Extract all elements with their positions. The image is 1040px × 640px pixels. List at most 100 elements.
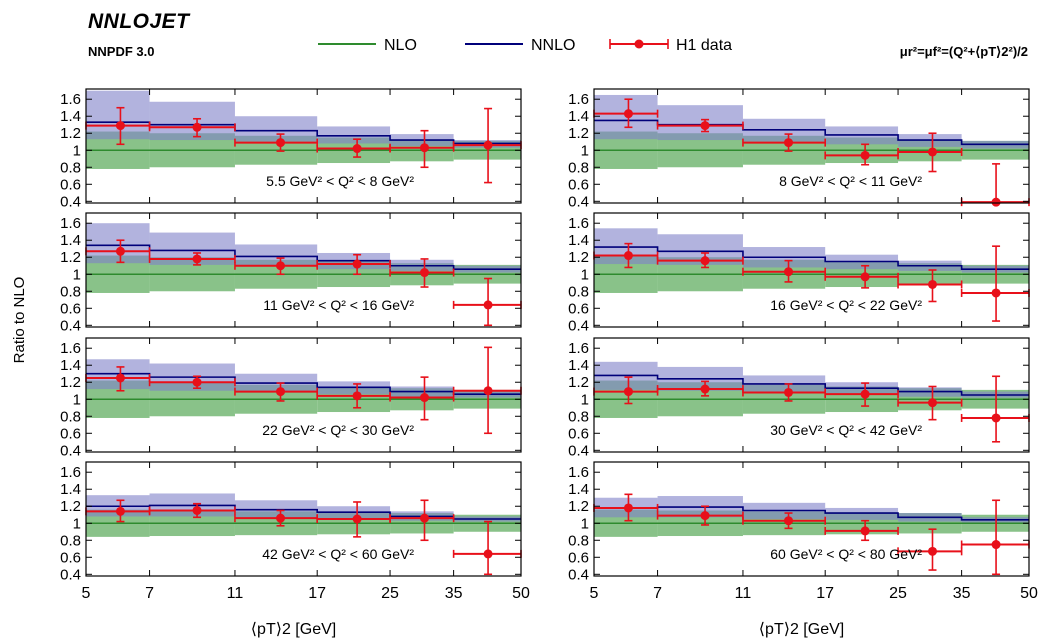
y-tick-label: 0.8: [60, 159, 81, 176]
data-point: [860, 272, 870, 282]
x-tick-label: 7: [653, 585, 662, 602]
nnlo-band-bin: [825, 507, 899, 520]
panel-frame: [85, 337, 522, 453]
nnlo-band-bin: [657, 105, 743, 141]
data-point: [115, 373, 125, 383]
legend-data-marker: [634, 39, 644, 49]
data-point: [115, 121, 125, 131]
legend-nlo-label: NLO: [384, 37, 417, 54]
panel-4: [593, 212, 1030, 328]
y-tick-label: 1.4: [568, 481, 589, 498]
panel-3: [85, 212, 522, 328]
x-tick-label: 25: [381, 585, 399, 602]
y-tick-label: 1.2: [60, 249, 81, 266]
scale-choice-label: μr²=μf²=(Q²+⟨pT⟩2²)/2: [899, 44, 1028, 59]
y-tick-label: 1.4: [60, 108, 81, 125]
panel-7: [85, 461, 522, 577]
data-point: [623, 251, 633, 261]
y-tick-label: 0.8: [568, 283, 589, 300]
y-tick-label: 0.8: [568, 408, 589, 425]
x-tick-label: 17: [308, 585, 326, 602]
y-tick-label: 0.8: [60, 283, 81, 300]
data-point: [352, 144, 362, 154]
data-point: [927, 398, 937, 408]
x-tick-label: 35: [953, 585, 971, 602]
x-tick-label: 11: [735, 585, 752, 602]
data-point: [700, 511, 710, 521]
y-tick-label: 1: [581, 142, 589, 159]
x-axis-label: ⟨pT⟩2 [GeV]: [759, 621, 844, 638]
data-point: [276, 387, 286, 397]
panel-q2-label: 30 GeV² < Q² < 42 GeV²: [770, 422, 922, 438]
y-tick-label: 1.6: [60, 215, 81, 232]
panel-6: [593, 337, 1030, 453]
data-point: [784, 516, 794, 526]
x-tick-label: 5: [590, 585, 599, 602]
data-point: [115, 506, 125, 516]
nnlo-band-bin: [86, 90, 150, 140]
y-tick-label: 0.6: [60, 425, 81, 442]
brand-title: NNLOJET: [88, 10, 190, 33]
y-tick-label: 0.6: [60, 300, 81, 317]
panel-q2-label: 5.5 GeV² < Q² < 8 GeV²: [266, 173, 414, 189]
y-tick-label: 1.6: [568, 215, 589, 232]
data-point: [623, 387, 633, 397]
pdf-set-label: NNPDF 3.0: [88, 44, 155, 59]
panel-q2-label: 60 GeV² < Q² < 80 GeV²: [770, 546, 922, 562]
y-tick-label: 1.2: [568, 498, 589, 515]
nnlo-line: [594, 374, 1029, 396]
nnlo-band-bin: [149, 101, 235, 141]
panel-frame: [593, 337, 1030, 453]
data-point: [991, 540, 1001, 550]
y-tick-label: 1.2: [568, 125, 589, 142]
data-point: [192, 122, 202, 132]
y-tick-label: 1.4: [568, 108, 589, 125]
panel-frame: [593, 212, 1030, 328]
y-tick-label: 0.4: [568, 317, 589, 334]
y-tick-label: 0.6: [60, 549, 81, 566]
x-tick-label: 11: [227, 585, 244, 602]
y-tick-label: 0.6: [568, 300, 589, 317]
y-tick-label: 0.8: [568, 159, 589, 176]
data-point: [784, 267, 794, 277]
y-tick-label: 1.2: [568, 374, 589, 391]
data-point: [352, 514, 362, 524]
y-tick-label: 1: [581, 266, 589, 283]
data-point: [276, 138, 286, 148]
data-point: [352, 391, 362, 401]
data-point: [700, 384, 710, 394]
data-point: [784, 387, 794, 397]
data-point: [860, 150, 870, 160]
data-point: [991, 197, 1001, 207]
y-tick-label: 0.4: [568, 193, 589, 210]
y-tick-label: 1.6: [568, 464, 589, 481]
y-tick-label: 1.2: [60, 374, 81, 391]
data-point: [115, 246, 125, 256]
panel-frame: [85, 212, 522, 328]
y-tick-label: 1.2: [568, 249, 589, 266]
data-point: [927, 279, 937, 289]
data-point: [927, 147, 937, 157]
y-tick-label: 0.8: [60, 408, 81, 425]
y-tick-label: 1.4: [60, 357, 81, 374]
nnlo-line: [594, 246, 1029, 270]
nnlo-band-bin: [234, 244, 318, 267]
x-axis-label: ⟨pT⟩2 [GeV]: [251, 621, 336, 638]
y-tick-label: 1.6: [60, 340, 81, 357]
y-tick-label: 1: [73, 142, 81, 159]
x-tick-label: 5: [82, 585, 91, 602]
y-tick-label: 0.6: [568, 425, 589, 442]
panel-8: [593, 461, 1030, 577]
data-point: [991, 413, 1001, 423]
data-point: [419, 513, 429, 523]
nnlo-band-bin: [86, 223, 150, 264]
y-tick-label: 1.4: [60, 232, 81, 249]
data-point: [276, 513, 286, 523]
y-axis-label: Ratio to NLO: [11, 277, 28, 364]
y-tick-label: 1.6: [60, 464, 81, 481]
legend-data-label: H1 data: [676, 37, 732, 54]
data-point: [419, 268, 429, 278]
data-point: [483, 549, 493, 559]
data-point: [192, 505, 202, 515]
